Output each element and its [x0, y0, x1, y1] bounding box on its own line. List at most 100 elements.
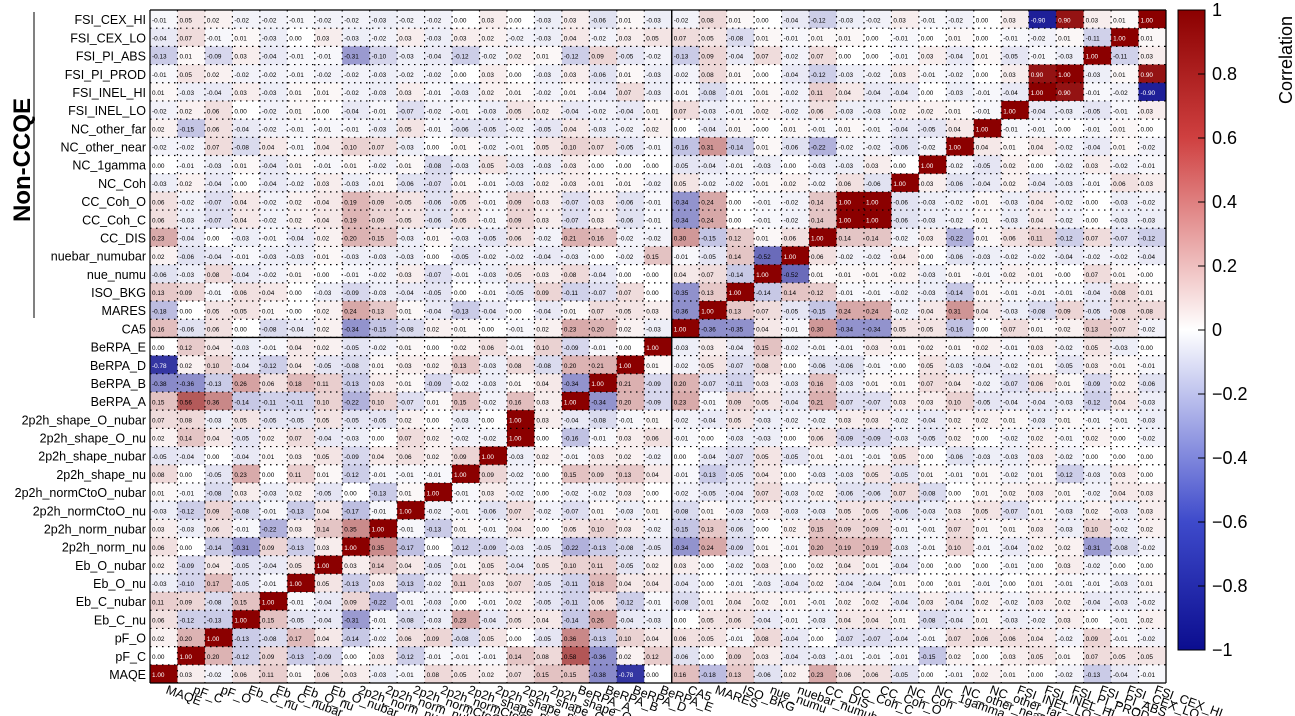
cell-value-label: 0.00 — [427, 545, 440, 552]
cell-value-label: -0.04 — [1113, 672, 1128, 679]
cell-value-label: -0.02 — [509, 472, 524, 479]
cell-value-label: -0.09 — [866, 436, 881, 443]
cell-value-label: 0.14 — [317, 527, 330, 534]
heatmap-cell — [946, 155, 975, 175]
cell-value-label: 0.04 — [948, 381, 961, 388]
cell-value-label: 0.02 — [179, 108, 192, 115]
cell-value-label: 0.01 — [454, 327, 467, 334]
cell-value-label: -0.90 — [1141, 90, 1156, 97]
heatmap-cell — [1083, 119, 1112, 138]
heatmap-cell — [342, 246, 370, 265]
heatmap-cell — [534, 64, 563, 84]
cell-value-label: 0.06 — [811, 436, 824, 443]
cell-value-label: 0.01 — [948, 108, 961, 115]
cell-value-label: 0.01 — [838, 127, 851, 134]
cell-value-label: -0.01 — [893, 654, 908, 661]
cell-value-label: 0.01 — [454, 563, 467, 570]
cell-value-label: -0.04 — [784, 72, 799, 79]
cell-value-label: 0.03 — [482, 17, 495, 24]
cell-value-label: 0.01 — [289, 672, 302, 679]
cell-value-label: -0.36 — [179, 381, 194, 388]
heatmap-cell — [891, 64, 920, 84]
cell-value-label: 0.03 — [399, 36, 412, 43]
heatmap-cell — [589, 46, 618, 65]
cell-value-label: 0.00 — [1113, 454, 1126, 461]
heatmap-cell — [287, 246, 316, 265]
cell-value-label: 0.05 — [921, 327, 934, 334]
heatmap-cell — [1111, 155, 1139, 175]
row-label: ISO_BKG — [91, 286, 146, 300]
heatmap-cell — [1138, 10, 1167, 29]
heatmap-cell — [506, 28, 535, 47]
cell-value-label: -0.04 — [234, 272, 249, 279]
cell-value-label: 0.00 — [976, 17, 989, 24]
row-label: MARES — [102, 304, 146, 318]
cell-value-label: -0.01 — [262, 581, 277, 588]
cell-value-label: -0.02 — [1058, 163, 1073, 170]
heatmap-cell — [1056, 64, 1084, 84]
cell-value-label: -0.13 — [344, 581, 359, 588]
cell-value-label: -0.01 — [729, 581, 744, 588]
heatmap-cell — [1028, 64, 1057, 84]
cell-value-label: -0.01 — [1058, 581, 1073, 588]
heatmap-cell — [644, 10, 673, 29]
heatmap-cell — [1056, 246, 1084, 265]
cell-value-label: 0.15 — [811, 527, 824, 534]
heatmap-cell — [973, 137, 1002, 156]
heatmap-cell — [424, 64, 453, 84]
row-label: FSI_PI_ABS — [76, 50, 146, 64]
heatmap-cell — [1056, 10, 1084, 29]
cell-value-label: 0.02 — [1031, 436, 1044, 443]
cell-value-label: -0.03 — [646, 17, 661, 24]
heatmap-cell — [424, 191, 453, 211]
cell-value-label: 1.00 — [427, 490, 440, 497]
cell-value-label: -0.03 — [591, 127, 606, 134]
cell-value-label: -0.01 — [234, 254, 249, 261]
cell-value-label: 0.06 — [509, 236, 522, 243]
heatmap-cell — [809, 28, 837, 47]
cell-value-label: -0.05 — [262, 418, 277, 425]
heatmap-cell — [232, 282, 261, 302]
cell-value-label: -0.02 — [1031, 36, 1046, 43]
cell-value-label: -0.01 — [1113, 108, 1128, 115]
cell-value-label: -0.03 — [482, 108, 497, 115]
cell-value-label: 0.08 — [1113, 290, 1126, 297]
heatmap-cell — [836, 28, 865, 47]
cell-value-label: 1.00 — [1113, 36, 1126, 43]
cell-value-label: 0.06 — [207, 327, 220, 334]
cell-value-label: 0.02 — [1003, 181, 1016, 188]
cell-value-label: -0.36 — [701, 327, 716, 334]
heatmap-cell — [836, 246, 865, 265]
cell-value-label: 0.02 — [427, 327, 440, 334]
heatmap-cell — [342, 173, 370, 193]
cell-value-label: -0.03 — [509, 545, 524, 552]
cell-value-label: -0.03 — [811, 508, 826, 515]
heatmap-cell — [589, 64, 618, 84]
cell-value-label: -0.01 — [701, 399, 716, 406]
heatmap-cell — [1056, 191, 1084, 211]
heatmap-cell — [891, 246, 920, 265]
cell-value-label: 0.20 — [207, 654, 220, 661]
cell-value-label: -0.08 — [427, 163, 442, 170]
cell-value-label: 0.04 — [838, 563, 851, 570]
cell-value-label: 0.11 — [152, 599, 164, 606]
cell-value-label: -0.04 — [729, 345, 744, 352]
heatmap-cell — [699, 246, 727, 265]
cell-value-label: -0.04 — [701, 163, 716, 170]
cell-value-label: -0.22 — [372, 599, 387, 606]
column-labels: MAQEpF_CpF_OEb_C_nuEb_C_nubarEb_O_nuEb_O… — [164, 683, 1225, 716]
cell-value-label: 0.00 — [1141, 563, 1154, 570]
cell-value-label: -0.09 — [838, 436, 853, 443]
colorbar-tick-label: 0.4 — [1212, 192, 1237, 212]
cell-value-label: 0.04 — [1031, 145, 1044, 152]
cell-value-label: -0.13 — [152, 54, 167, 61]
cell-value-label: -0.05 — [536, 599, 551, 606]
cell-value-label: 0.06 — [866, 672, 879, 679]
cell-value-label: -0.01 — [207, 290, 222, 297]
cell-value-label: 0.00 — [646, 163, 659, 170]
heatmap-cell — [699, 28, 727, 47]
cell-value-label: -0.35 — [674, 290, 689, 297]
cell-value-label: -0.08 — [399, 327, 414, 334]
cell-value-label: 0.05 — [701, 36, 714, 43]
heatmap-cell — [287, 155, 316, 175]
